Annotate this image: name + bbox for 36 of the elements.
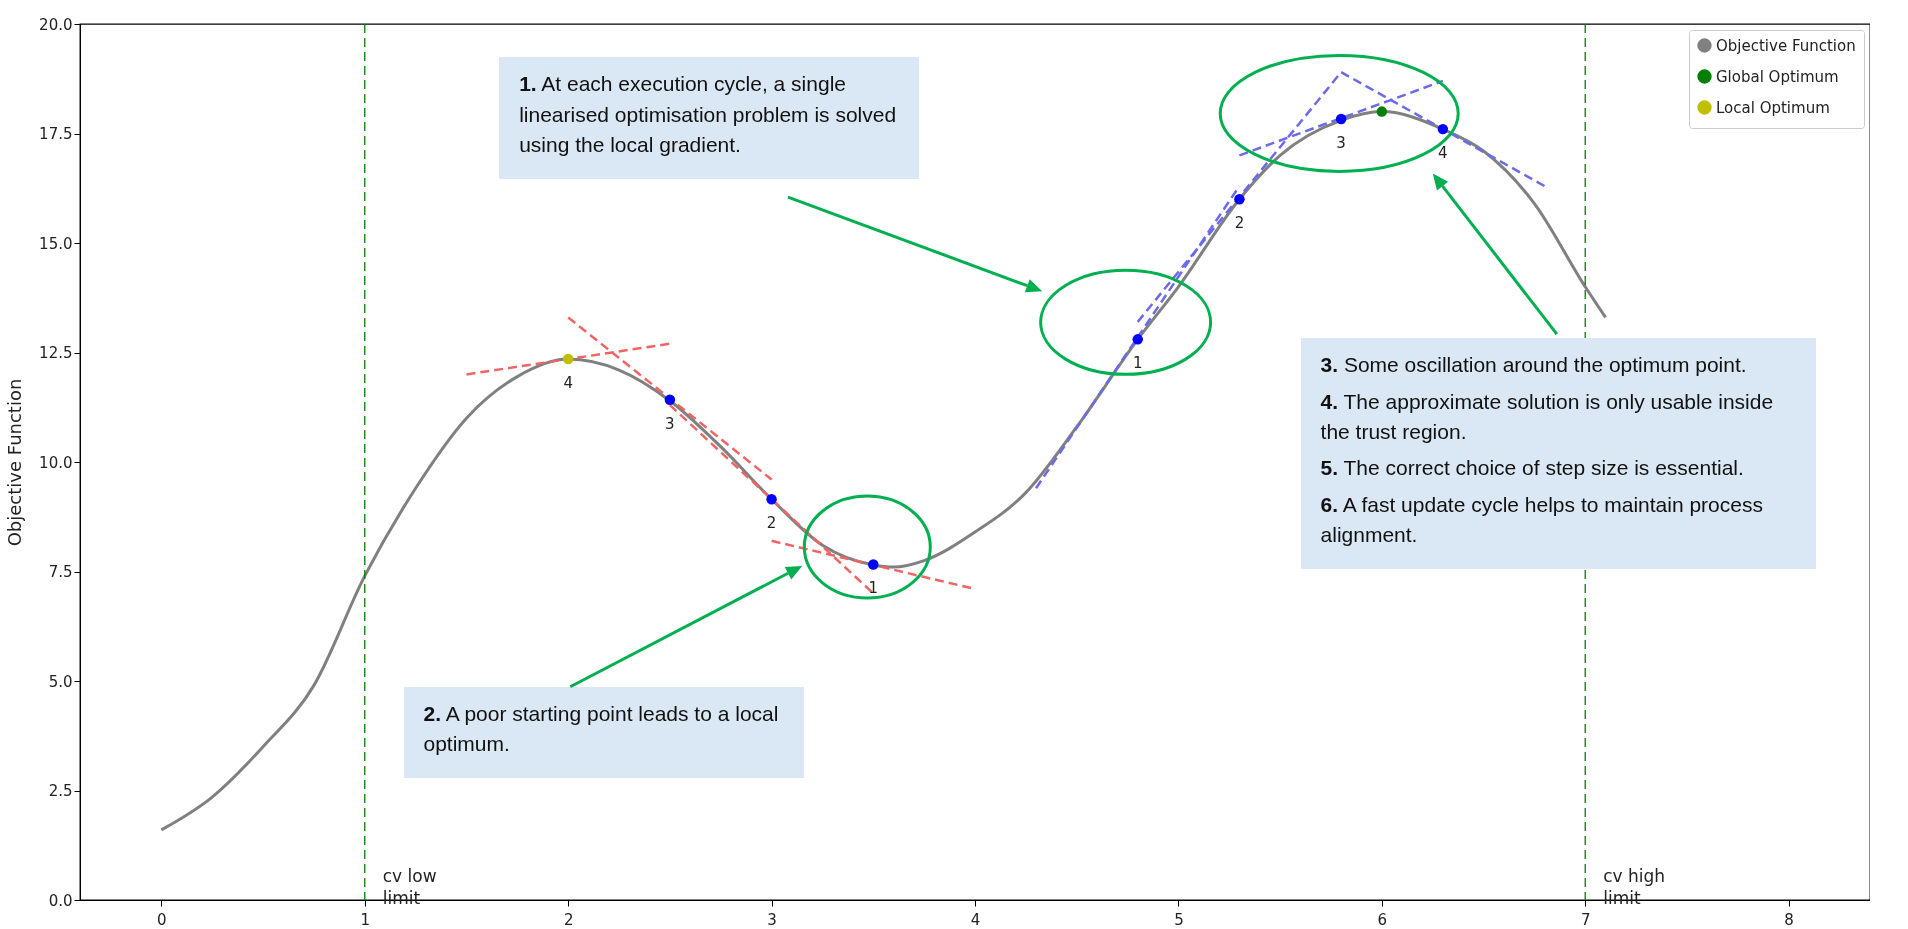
y-tick-label: 12.5 — [39, 344, 73, 362]
legend-label: Global Optimum — [1716, 67, 1839, 86]
y-tick-label: 20.0 — [39, 15, 73, 34]
x-tick-label: 1 — [360, 910, 371, 929]
x-tick-label: 6 — [1377, 910, 1388, 929]
annotation: 6. A fast update cycle helps to maintain process alignment. — [1320, 491, 1764, 549]
annotation: 2 — [1234, 214, 1245, 233]
annotation: 4 — [1438, 144, 1448, 163]
x-tick-label: 0 — [157, 910, 167, 929]
y-tick-label: 5.0 — [48, 672, 73, 691]
annotation: 2. A poor starting point leads to a local optimum. — [423, 700, 780, 758]
y-tick-label: 7.5 — [48, 563, 73, 581]
legend-label: Local Optimum — [1716, 98, 1830, 117]
x-tick-label: 3 — [767, 910, 777, 929]
annotation: 5. The correct choice of step size is essential. — [1320, 455, 1745, 482]
annotation: 3. Some oscillation around the optimum point. — [1320, 352, 1748, 379]
y-tick-label: 2.5 — [48, 782, 73, 800]
y-tick-label: 15.0 — [39, 234, 73, 253]
y-tick-label: 17.5 — [39, 125, 73, 143]
annotation: 4 — [563, 374, 573, 393]
y-axis-title: Objective Function — [4, 378, 26, 547]
annotation: 1 — [868, 579, 879, 598]
annotation: 3 — [1336, 134, 1346, 153]
x-tick-label: 4 — [970, 910, 981, 929]
x-tick-label: 8 — [1784, 910, 1794, 929]
annotation: 4. The approximate solution is only usable inside the trust region. — [1320, 388, 1775, 445]
annotation: 1 — [1132, 354, 1143, 373]
x-tick-label: 7 — [1580, 910, 1591, 929]
legend-label: Objective Function — [1716, 36, 1856, 55]
x-tick-label: 5 — [1174, 910, 1184, 929]
y-tick-label: 0.0 — [48, 891, 73, 910]
x-tick-label: 2 — [563, 910, 574, 929]
annotation: 1. At each execution cycle, a single linearised optimisation problem is solved using the local gradient. — [519, 71, 898, 159]
y-tick-label: 10.0 — [39, 453, 73, 472]
annotation: 3 — [665, 414, 675, 433]
annotation: 2 — [766, 514, 777, 533]
